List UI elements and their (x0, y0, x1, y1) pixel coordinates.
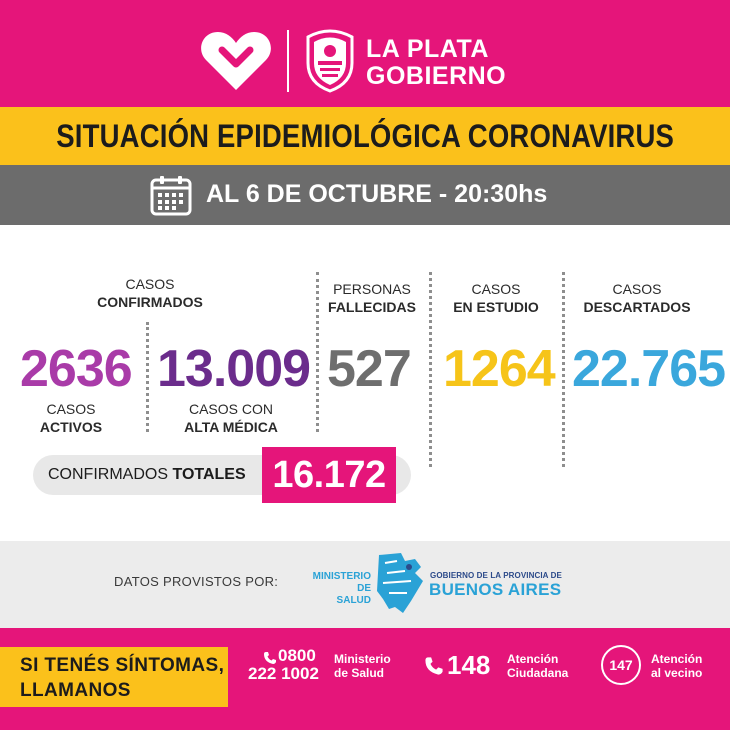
provided-by-label: DATOS PROVISTOS POR: (114, 574, 279, 589)
active-cases-label: CASOS ACTIVOS (36, 400, 106, 436)
phone3-desc-line-1: Atención (651, 652, 703, 666)
page-title: SITUACIÓN EPIDEMIOLÓGICA CORONAVIRUS (56, 117, 674, 154)
confirmed-label-line-1: CASOS (125, 276, 175, 292)
divider-deceased (316, 272, 319, 432)
province-big-text: BUENOS AIRES (429, 580, 562, 599)
deceased-label-line-2: FALLECIDAS (328, 299, 416, 315)
phone2-desc-line-1: Atención (507, 652, 559, 666)
brand-line-2: GOBIERNO (366, 62, 507, 90)
confirmed-label-line-2: CONFIRMADOS (97, 294, 203, 310)
in-study-label-line-2: EN ESTUDIO (453, 299, 539, 315)
active-label-line-2: ACTIVOS (39, 419, 103, 435)
phone1-desc-line-1: Ministerio (334, 652, 391, 666)
deceased-label-line-1: PERSONAS (333, 281, 411, 297)
phone3-circle[interactable]: 147 (601, 645, 641, 685)
divider-in-study (429, 272, 432, 467)
discarded-label: CASOS DESCARTADOS (580, 280, 694, 316)
ministerio-line-1: MINISTERIO DE (312, 571, 371, 594)
phone3-number[interactable]: 147 (609, 657, 633, 673)
symptoms-callout: SI TENÉS SÍNTOMAS, LLAMANOS (0, 647, 228, 707)
totals-value-box: 16.172 (262, 447, 396, 503)
discarded-label-line-2: DESCARTADOS (583, 299, 691, 315)
brand-name: LA PLATA GOBIERNO (366, 36, 506, 90)
city-seal-icon (306, 29, 354, 93)
phone1-number-line-1[interactable]: 0800 (278, 646, 316, 665)
ministerio-line-2: SALUD (336, 595, 371, 606)
phone1-number-line-2[interactable]: 222 1002 (248, 664, 319, 683)
discharged-label-line-2: ALTA MÉDICA (184, 419, 278, 435)
in-study-label: CASOS EN ESTUDIO (446, 280, 546, 316)
buenos-aires-map-icon (377, 553, 423, 613)
deceased-label: PERSONAS FALLECIDAS (322, 280, 422, 316)
confirmed-label: CASOS CONFIRMADOS (90, 275, 210, 311)
in-study-value: 1264 (443, 340, 556, 398)
divider-discarded (562, 272, 565, 467)
phone1-description: Ministerio de Salud (334, 652, 391, 680)
symptoms-line-1: SI TENÉS SÍNTOMAS, (20, 655, 225, 676)
province-small-text: GOBIERNO DE LA PROVINCIA DE (430, 571, 562, 580)
phone3-description: Atención al vecino (651, 652, 702, 680)
phone2-description: Atención Ciudadana (507, 652, 568, 680)
in-study-label-line-1: CASOS (471, 281, 521, 297)
symptoms-line-2: LLAMANOS (20, 680, 131, 701)
report-date: AL 6 DE OCTUBRE - 20:30hs (206, 180, 548, 208)
phone2-number[interactable]: 148 (447, 650, 491, 680)
totals-label: CONFIRMADOS TOTALES (48, 466, 246, 484)
totals-label-prefix: CONFIRMADOS (48, 466, 173, 483)
discharged-cases-label: CASOS CON ALTA MÉDICA (172, 400, 290, 436)
phone2-desc-line-2: Ciudadana (507, 666, 569, 680)
brand-line-1: LA PLATA (366, 35, 489, 63)
header (0, 0, 730, 107)
active-label-line-1: CASOS (46, 401, 96, 417)
ministerio-salud-logo: MINISTERIO DE SALUD (300, 571, 371, 607)
heart-logo-icon (201, 32, 271, 90)
discharged-cases-value: 13.009 (157, 340, 311, 398)
totals-label-bold: TOTALES (172, 466, 246, 483)
provided-by-bar (0, 541, 730, 628)
phone3-desc-line-2: al vecino (651, 666, 703, 680)
calendar-icon (150, 176, 192, 216)
totals-value: 16.172 (272, 453, 386, 496)
header-divider (287, 30, 289, 92)
discarded-value: 22.765 (572, 340, 726, 398)
divider-confirmed (146, 322, 149, 432)
phone1-desc-line-2: de Salud (334, 666, 385, 680)
deceased-value: 527 (327, 340, 412, 398)
discarded-label-line-1: CASOS (612, 281, 662, 297)
date-bar (0, 165, 730, 225)
phone-icon (264, 652, 276, 664)
phone-icon (425, 657, 443, 675)
active-cases-value: 2636 (20, 340, 133, 398)
discharged-label-line-1: CASOS CON (188, 401, 273, 417)
title-bar: SITUACIÓN EPIDEMIOLÓGICA CORONAVIRUS (0, 107, 730, 165)
